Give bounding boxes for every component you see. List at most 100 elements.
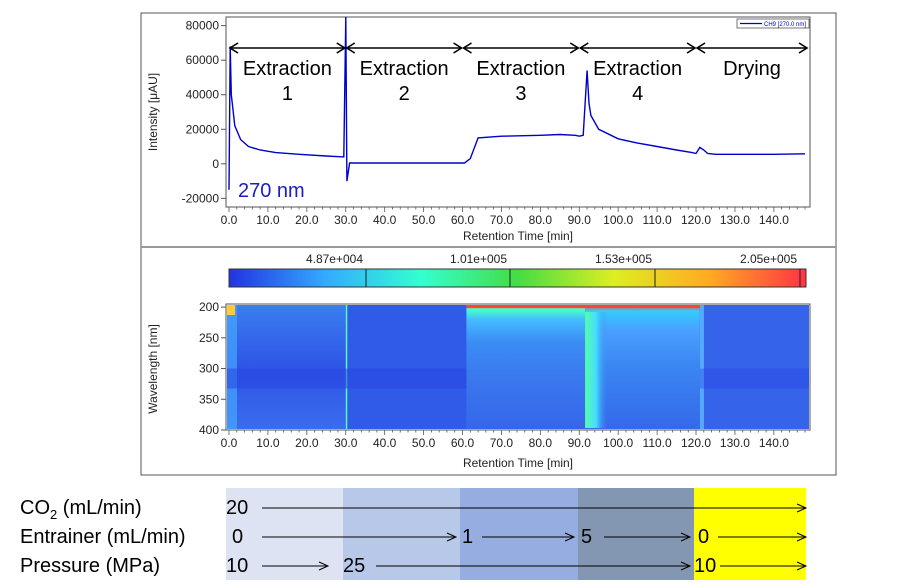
stage-name: Extraction bbox=[243, 58, 332, 80]
colorbar-tick-label: 4.87e+004 bbox=[306, 252, 363, 266]
stage-arrow-head-right bbox=[798, 42, 809, 54]
stage-name: Drying bbox=[723, 58, 781, 80]
heatmap-y-tick-label: 350 bbox=[199, 392, 219, 406]
line-x-tick-label: 10.0 bbox=[256, 213, 280, 227]
heatmap-x-tick-label: 130.0 bbox=[720, 436, 750, 450]
heatmap-x-tick-label: 30.0 bbox=[334, 436, 358, 450]
line-x-tick-label: 0.0 bbox=[221, 213, 238, 227]
heatmap-y-ticks: 200 250 300 350 400 bbox=[199, 300, 226, 437]
entrainer-arrow-head bbox=[446, 532, 458, 542]
heatmap-band-300-drying bbox=[699, 368, 809, 389]
heatmap-y-tick-label: 400 bbox=[199, 423, 219, 437]
conditions-table: CO2 (mL/min) Entrainer (mL/min) Pressure… bbox=[20, 488, 808, 580]
heatmap-y-tick-label: 300 bbox=[199, 362, 219, 376]
legend-label: CH9 [270.0 nm] bbox=[764, 22, 806, 28]
stage-number: 3 bbox=[515, 83, 526, 105]
heatmap-drying-edge bbox=[699, 305, 704, 429]
condition-rows: 20 0 1 5 0 10 25 10 bbox=[226, 497, 808, 577]
heatmap-x-tick-label: 120.0 bbox=[681, 436, 711, 450]
line-x-tick-label: 100.0 bbox=[603, 213, 633, 227]
entrainer-value: 1 bbox=[462, 526, 473, 548]
stage-arrow-head-right bbox=[336, 42, 347, 54]
condition-stage-blocks bbox=[226, 488, 806, 580]
heatmap-region-ext3 bbox=[466, 305, 586, 429]
stage-arrow-head-left bbox=[462, 42, 472, 54]
stage-arrow-head-right bbox=[453, 42, 464, 54]
condition-stage-block bbox=[226, 488, 343, 580]
line-y-tick-label: 80000 bbox=[186, 19, 220, 33]
heatmap-cells bbox=[227, 305, 809, 429]
heatmap-x-tick-label: 100.0 bbox=[603, 436, 633, 450]
co2-arrow-head bbox=[796, 503, 808, 513]
entrainer-arrow-head bbox=[564, 532, 576, 542]
entrainer-value: 0 bbox=[698, 526, 709, 548]
line-y-axis-label: Intensity [μAU] bbox=[146, 73, 160, 151]
heatmap-x-tick-label: 80.0 bbox=[529, 436, 553, 450]
stage-number: 4 bbox=[632, 83, 643, 105]
heatmap-x-tick-label: 0.0 bbox=[221, 436, 238, 450]
line-x-axis-label: Retention Time [min] bbox=[463, 229, 573, 243]
colorbar: 4.87e+004 1.01e+005 1.53e+005 2.05e+005 bbox=[228, 252, 807, 288]
co2-value: 20 bbox=[226, 497, 248, 519]
line-x-tick-label: 50.0 bbox=[412, 213, 436, 227]
pressure-value: 10 bbox=[226, 555, 248, 577]
heatmap-x-tick-label: 40.0 bbox=[373, 436, 397, 450]
line-x-tick-label: 130.0 bbox=[720, 213, 750, 227]
heatmap-x-tick-label: 50.0 bbox=[412, 436, 436, 450]
pressure-arrow-head bbox=[796, 561, 808, 571]
heatmap-x-tick-label: 70.0 bbox=[490, 436, 514, 450]
line-x-tick-label: 40.0 bbox=[373, 213, 397, 227]
stage-labels: Extraction 1 Extraction 2 Extraction 3 Extract… bbox=[243, 58, 781, 105]
heatmap-x-tick-label: 10.0 bbox=[256, 436, 280, 450]
stage-number: 2 bbox=[399, 83, 410, 105]
line-x-tick-label: 20.0 bbox=[295, 213, 319, 227]
heatmap-y-axis-label: Wavelength [nm] bbox=[146, 324, 160, 414]
wavelength-heatmap: 200 250 300 350 400 0.0 10.0 20.0 30.0 40.0 50.0 6… bbox=[146, 300, 811, 470]
heatmap-x-ticks: 0.0 10.0 20.0 30.0 40.0 50.0 60.0 70.0 80.0 90.0 1… bbox=[221, 430, 806, 450]
line-x-ticks: 0.0 10.0 20.0 30.0 40.0 50.0 60.0 70.0 80.0 90.0 1… bbox=[221, 207, 806, 227]
stage-arrow-head-left bbox=[345, 42, 356, 54]
pressure-row-label: Pressure (MPa) bbox=[20, 555, 160, 577]
co2-row-label: CO2 (mL/min) bbox=[20, 497, 142, 522]
entrainer-arrow-head bbox=[680, 532, 692, 542]
heatmap-region-drying bbox=[699, 305, 809, 429]
colorbar-tick-label: 1.53e+005 bbox=[595, 252, 652, 266]
heatmap-spike-ext4 bbox=[585, 312, 608, 428]
line-x-tick-label: 90.0 bbox=[568, 213, 592, 227]
line-y-tick-label: -20000 bbox=[182, 191, 220, 205]
colorbar-ticks: 4.87e+004 1.01e+005 1.53e+005 2.05e+005 bbox=[306, 252, 801, 287]
line-x-tick-label: 70.0 bbox=[490, 213, 514, 227]
stage-arrows bbox=[228, 42, 809, 54]
entrainer-value: 5 bbox=[581, 526, 592, 548]
wavelength-label: 270 nm bbox=[238, 180, 305, 202]
line-x-tick-label: 30.0 bbox=[334, 213, 358, 227]
heatmap-y-tick-label: 250 bbox=[199, 331, 219, 345]
heatmap-start-hot bbox=[227, 305, 235, 315]
line-y-ticks: 80000 60000 40000 20000 0 -20000 bbox=[182, 19, 226, 205]
condition-stage-block bbox=[460, 488, 578, 580]
line-x-tick-label: 80.0 bbox=[529, 213, 553, 227]
heatmap-x-tick-label: 90.0 bbox=[568, 436, 592, 450]
line-y-tick-label: 40000 bbox=[186, 88, 220, 102]
stage-arrow-head-left bbox=[695, 42, 706, 54]
heatmap-x-tick-label: 20.0 bbox=[295, 436, 319, 450]
line-x-tick-label: 140.0 bbox=[759, 213, 789, 227]
stage-name: Extraction bbox=[476, 58, 565, 80]
colorbar-gradient bbox=[228, 268, 807, 288]
line-x-tick-label: 110.0 bbox=[643, 213, 672, 227]
pressure-arrow-head bbox=[318, 561, 330, 571]
legend-box bbox=[736, 18, 810, 29]
line-x-tick-label: 60.0 bbox=[451, 213, 475, 227]
pressure-arrow-head bbox=[680, 561, 692, 571]
condition-stage-block bbox=[694, 488, 806, 580]
pressure-value: 25 bbox=[343, 555, 365, 577]
colorbar-tick-label: 2.05e+005 bbox=[740, 252, 797, 266]
stage-name: Extraction bbox=[593, 58, 682, 80]
line-x-tick-label: 120.0 bbox=[681, 213, 711, 227]
stage-number: 1 bbox=[282, 83, 293, 105]
heatmap-region-ext1 bbox=[227, 305, 346, 429]
stage-arrow-head-right bbox=[686, 42, 697, 54]
entrainer-value: 0 bbox=[232, 526, 243, 548]
stage-arrow-head-left bbox=[578, 42, 589, 54]
